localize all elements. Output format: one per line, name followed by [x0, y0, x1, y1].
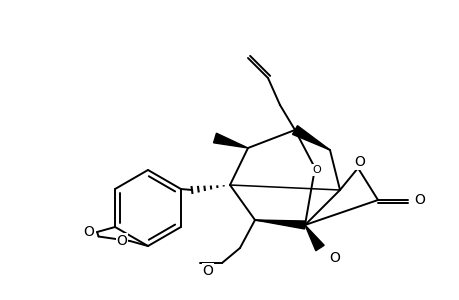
Polygon shape [304, 225, 324, 251]
Polygon shape [213, 133, 247, 148]
Text: O: O [84, 225, 94, 239]
Text: O: O [354, 155, 364, 169]
Text: O: O [312, 165, 321, 175]
Text: O: O [329, 251, 340, 265]
Text: O: O [116, 234, 127, 248]
Text: O: O [202, 264, 213, 278]
Text: O: O [414, 193, 425, 207]
Polygon shape [254, 220, 305, 229]
Polygon shape [292, 126, 329, 150]
